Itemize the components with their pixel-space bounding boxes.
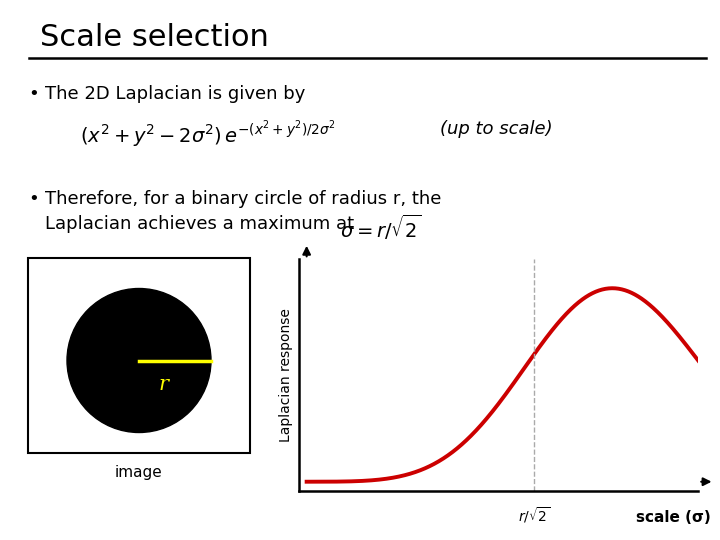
Y-axis label: Laplacian response: Laplacian response: [279, 308, 293, 442]
Text: •: •: [28, 85, 39, 103]
Text: Laplacian achieves a maximum at: Laplacian achieves a maximum at: [45, 215, 354, 233]
Text: Scale selection: Scale selection: [40, 24, 269, 52]
Text: •: •: [28, 190, 39, 208]
Bar: [28, 258, 250, 453]
Ellipse shape: [67, 288, 211, 433]
Text: image: image: [115, 465, 163, 480]
Text: scale (σ): scale (σ): [636, 510, 711, 525]
Text: $\sigma = r/\sqrt{2}$: $\sigma = r/\sqrt{2}$: [340, 213, 422, 242]
Text: $(x^2 + y^2 - 2\sigma^2)\, e^{-(x^2+y^2)/2\sigma^2}$: $(x^2 + y^2 - 2\sigma^2)\, e^{-(x^2+y^2)…: [80, 120, 336, 150]
Text: r: r: [159, 375, 169, 394]
Text: Therefore, for a binary circle of radius r, the: Therefore, for a binary circle of radius…: [45, 190, 441, 208]
Text: The 2D Laplacian is given by: The 2D Laplacian is given by: [45, 85, 305, 103]
Text: (up to scale): (up to scale): [440, 120, 553, 138]
Text: $r / \sqrt{2}$: $r / \sqrt{2}$: [518, 505, 550, 525]
